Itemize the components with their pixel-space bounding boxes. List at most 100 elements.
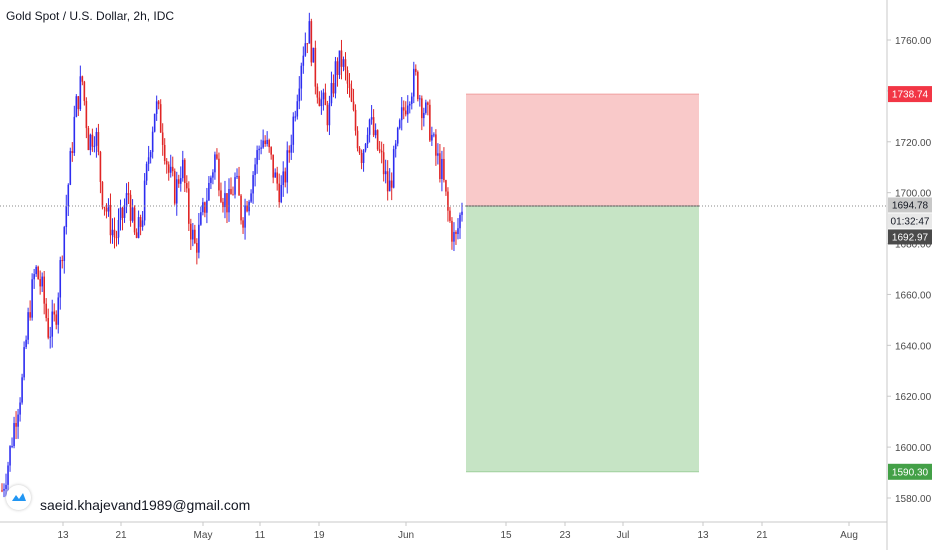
candle-body	[246, 205, 248, 212]
candle-body	[240, 195, 242, 221]
current-price-label: 1692.97	[892, 232, 929, 243]
stop-price-label-box	[888, 86, 932, 103]
candle-body	[181, 159, 184, 179]
candle-body	[77, 96, 80, 110]
candle-body	[455, 231, 457, 235]
x-tick-label: 21	[115, 530, 127, 541]
candle-body	[342, 59, 345, 67]
candle-body	[200, 212, 202, 225]
candle-body	[421, 98, 423, 119]
candle-body	[53, 311, 56, 315]
candle-body	[169, 166, 172, 173]
y-tick-label: 1620.00	[895, 392, 932, 403]
candle-body	[322, 92, 325, 100]
candle-body	[121, 207, 124, 218]
candle-body	[370, 117, 373, 120]
price-axis[interactable]: 1580.00 1600.00 1620.00 1640.00 1660.00 1680.…	[887, 36, 932, 505]
candle-body	[224, 193, 226, 208]
last-price-label: 1694.78	[892, 200, 929, 211]
candle-body	[439, 153, 441, 179]
candle-body	[234, 177, 236, 195]
candle-body	[113, 229, 116, 238]
candle-body	[266, 139, 268, 144]
price-labels: 1738.74 1590.30 1694.78 01:32:47 1692.97	[888, 86, 932, 480]
candle-body	[459, 214, 461, 229]
candle-body	[404, 110, 407, 115]
candle-body	[214, 154, 216, 173]
candle-body	[324, 92, 327, 106]
candle-body	[288, 150, 291, 153]
candle-body	[340, 50, 343, 67]
time-axis[interactable]: 13 21 May 11 19 Jun 15 23 Jul 13 21 Aug	[57, 522, 858, 541]
candle-body	[5, 484, 7, 489]
candle-body	[262, 140, 264, 148]
candle-body	[192, 229, 194, 240]
candle-body	[328, 103, 331, 126]
candle-body	[338, 50, 341, 75]
candle-body	[137, 217, 140, 238]
candle-body	[228, 189, 230, 213]
candle-body	[396, 128, 399, 144]
x-tick-label: May	[194, 530, 213, 541]
candle-body	[435, 134, 437, 156]
candle-body	[101, 181, 104, 208]
candle-body	[406, 105, 409, 115]
candle-body	[248, 201, 250, 212]
x-tick-label: 13	[57, 530, 69, 541]
candle-body	[65, 205, 68, 228]
candle-body	[147, 157, 150, 164]
candle-body	[3, 488, 5, 491]
candle-body	[131, 207, 134, 221]
candle-body	[334, 61, 337, 94]
candle-body	[250, 193, 252, 202]
candle-body	[35, 266, 37, 275]
candle-body	[226, 193, 228, 213]
candle-body	[376, 130, 379, 150]
candle-body	[153, 113, 156, 132]
candle-body	[163, 144, 166, 162]
candle-body	[15, 423, 17, 427]
candle-body	[300, 65, 303, 89]
candle-body	[386, 171, 389, 192]
target-price-label-box	[888, 463, 932, 480]
candle-body	[67, 184, 70, 206]
chart-title: Gold Spot / U.S. Dollar, 2h, IDC	[6, 9, 175, 23]
candle-body	[183, 159, 186, 183]
candle-body	[59, 260, 62, 298]
candle-body	[47, 318, 50, 338]
candle-body	[194, 229, 196, 244]
candle-body	[79, 76, 82, 110]
candle-body	[27, 312, 29, 340]
candle-body	[41, 276, 43, 287]
candle-body	[272, 154, 274, 178]
candle-body	[292, 116, 295, 145]
x-tick-label: 11	[255, 530, 266, 541]
candle-body	[350, 88, 353, 102]
candle-body	[408, 103, 411, 106]
candle-body	[382, 152, 385, 175]
candle-body	[290, 144, 293, 153]
candle-body	[125, 193, 128, 207]
candle-body	[208, 182, 210, 201]
candle-body	[314, 47, 317, 87]
candle-body	[83, 81, 86, 102]
candle-body	[433, 134, 435, 136]
stop-loss-zone	[466, 94, 699, 206]
candle-body	[384, 171, 387, 175]
candle-body	[282, 171, 285, 186]
candle-body	[414, 68, 417, 72]
candle-body	[177, 179, 180, 184]
countdown-label: 01:32:47	[891, 216, 930, 227]
candle-body	[1, 490, 3, 492]
long-position-tool[interactable]	[466, 93, 699, 473]
candle-body	[326, 105, 329, 126]
candle-body	[274, 172, 276, 178]
stop-price-label: 1738.74	[892, 90, 929, 101]
candle-body	[97, 132, 100, 152]
candle-body	[304, 43, 307, 56]
candle-body	[43, 276, 45, 304]
x-tick-label: 13	[697, 530, 709, 541]
y-tick-label: 1640.00	[895, 341, 932, 352]
candle-body	[236, 175, 238, 178]
